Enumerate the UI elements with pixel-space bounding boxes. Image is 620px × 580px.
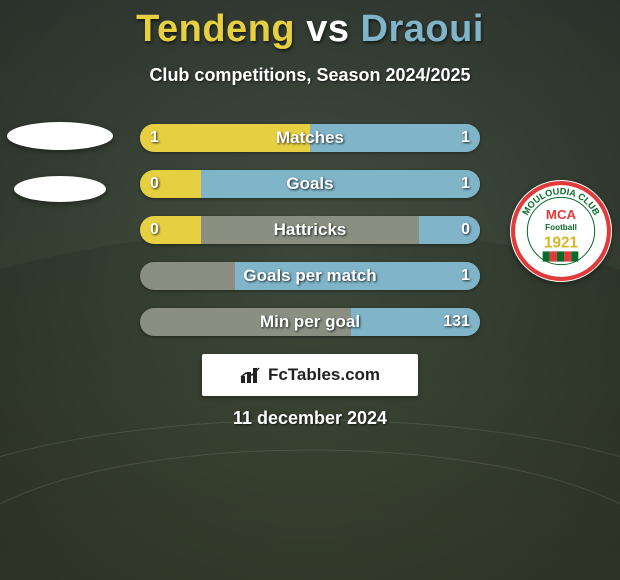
title-player1: Tendeng [136,8,295,50]
mca-year: 1921 [544,234,578,251]
mca-badge-icon: MOULOUDIA CLUB MCA Football 1921 [510,180,612,282]
title-vs: vs [306,8,349,50]
avatar-left-placeholder [7,122,113,150]
bar-row: 131Min per goal [140,308,480,336]
bar-label: Hattricks [140,216,480,244]
brand-text: FcTables.com [268,365,380,385]
page-title: Tendeng vs Draoui [0,0,620,51]
bar-label: Matches [140,124,480,152]
bar-label: Min per goal [140,308,480,336]
avatar-left-placeholder [14,176,106,202]
date-text: 11 december 2024 [0,408,620,429]
bar-row: 00Hattricks [140,216,480,244]
bar-chart-icon [240,366,262,384]
mca-mid-text: Football [545,223,577,232]
title-player2: Draoui [361,8,484,50]
avatar-right: MOULOUDIA CLUB MCA Football 1921 [510,180,612,282]
bar-label: Goals [140,170,480,198]
bar-row: 1Goals per match [140,262,480,290]
bar-row: 11Matches [140,124,480,152]
brand-box: FcTables.com [202,354,418,396]
subtitle: Club competitions, Season 2024/2025 [0,65,620,86]
mca-top-text: MCA [546,207,577,222]
comparison-bars: 11Matches 01Goals 00Hattricks 1Goals per ma… [140,124,480,354]
bar-row: 01Goals [140,170,480,198]
bar-label: Goals per match [140,262,480,290]
